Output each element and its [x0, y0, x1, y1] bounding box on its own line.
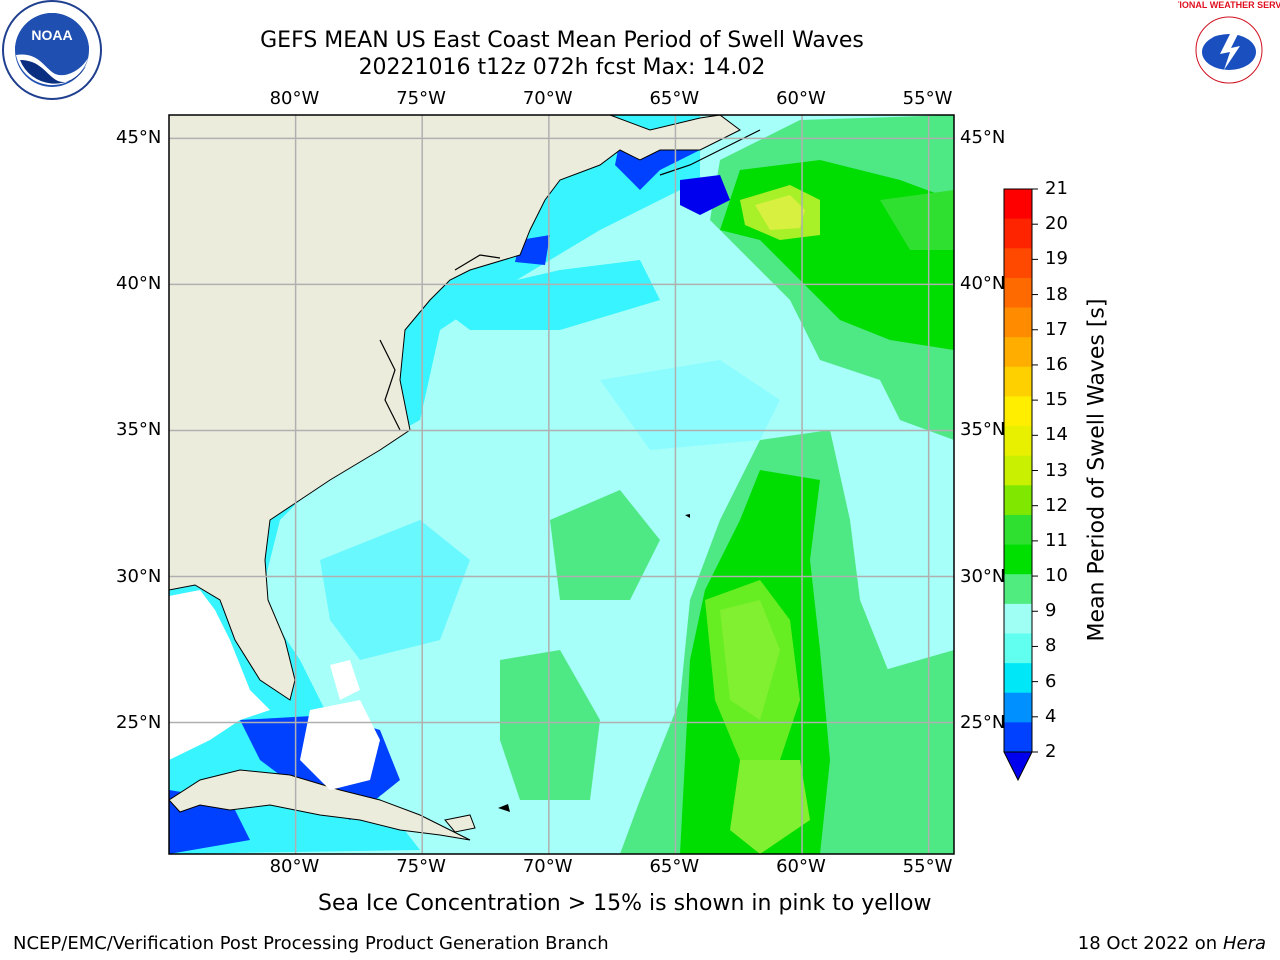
- colorbar-segment: [1004, 248, 1032, 279]
- longitude-label: 60°W: [776, 88, 826, 109]
- colorbar-tick-label: 13: [1045, 459, 1068, 481]
- latitude-label-left: 45°N: [116, 127, 162, 149]
- longitude-label: 60°W: [776, 856, 826, 877]
- graticule: [169, 115, 954, 854]
- credit-date-text: 18 Oct 2022 on: [1077, 933, 1218, 954]
- longitude-label: 75°W: [396, 856, 446, 877]
- latitude-label-right: 40°N: [960, 273, 1006, 295]
- colorbar-segment: [1004, 663, 1032, 694]
- colorbar-segment: [1004, 189, 1032, 220]
- longitude-label: 70°W: [522, 856, 573, 877]
- colorbar-segment: [1004, 337, 1032, 368]
- longitude-label: 75°W: [396, 88, 446, 109]
- noaa-logo: NOAA: [2, 0, 102, 100]
- colorbar-tick-label: 20: [1045, 213, 1068, 235]
- longitude-label: 55°W: [902, 88, 953, 109]
- colorbar-segment: [1004, 633, 1032, 664]
- latitude-label-left: 40°N: [116, 273, 162, 295]
- colorbar: [1003, 188, 1038, 782]
- colorbar-tick-label: 2: [1045, 741, 1057, 762]
- credit-date: 18 Oct 2022 on Hera: [1078, 933, 1266, 954]
- colorbar-segment: [1004, 366, 1032, 397]
- colorbar-segment: [1004, 455, 1032, 486]
- colorbar-tick-label: 11: [1045, 529, 1068, 551]
- colorbar-segment: [1004, 485, 1032, 516]
- colorbar-tick-label: 17: [1045, 318, 1068, 340]
- longitude-label: 65°W: [649, 88, 700, 109]
- colorbar-segment: [1004, 277, 1032, 309]
- latitude-label-right: 35°N: [960, 419, 1006, 441]
- longitude-label: 80°W: [269, 856, 320, 877]
- latitude-label-left: 30°N: [116, 565, 162, 587]
- colorbar-tick-label: 16: [1045, 353, 1068, 375]
- colorbar-tick-label: 21: [1045, 178, 1068, 199]
- nws-logo: NATIONAL WEATHER SERVICE: [1178, 0, 1280, 98]
- colorbar-tick-label: 14: [1045, 424, 1068, 446]
- colorbar-segment: [1004, 544, 1032, 575]
- colorbar-title: Mean Period of Swell Waves [s]: [1084, 298, 1110, 642]
- colorbar-segment: [1004, 396, 1032, 427]
- colorbar-tick-label: 12: [1045, 494, 1068, 516]
- map-subtitle: 20221016 t12z 072h fcst Max: 14.02: [358, 55, 766, 80]
- colorbar-extend-arrow: [1003, 751, 1033, 782]
- longitude-label: 70°W: [522, 88, 573, 109]
- cuba-land: [169, 769, 471, 841]
- colorbar-segment: [1004, 426, 1032, 457]
- colorbar-tick-label: 6: [1045, 670, 1057, 692]
- nws-logo-text: NATIONAL WEATHER SERVICE: [1178, 0, 1280, 10]
- colorbar-tick-label: 10: [1045, 565, 1068, 587]
- longitude-label: 80°W: [269, 88, 320, 109]
- colorbar-tick-label: 4: [1045, 705, 1057, 727]
- north-america-land: [169, 115, 741, 701]
- colorbar-tick-label: 18: [1045, 283, 1068, 305]
- latitude-label-left: 35°N: [116, 419, 162, 441]
- map-field: [169, 115, 954, 854]
- colorbar-tick-label: 8: [1045, 635, 1057, 657]
- latitude-label-left: 25°N: [116, 711, 162, 733]
- colorbar-segment: [1004, 574, 1032, 605]
- colorbar-segment: [1004, 603, 1032, 634]
- colorbar-segment: [1004, 307, 1032, 338]
- colorbar-tick-label: 19: [1045, 248, 1068, 270]
- colorbar-tick-label: 15: [1045, 389, 1068, 411]
- sea-ice-note: Sea Ice Concentration > 15% is shown in …: [318, 891, 932, 916]
- map-title: GEFS MEAN US East Coast Mean Period of S…: [260, 28, 864, 53]
- colorbar-segment: [1004, 514, 1032, 546]
- colorbar-segment: [1004, 722, 1032, 753]
- map-frame: [168, 114, 955, 855]
- noaa-logo-text: NOAA: [31, 27, 72, 43]
- latitude-label-right: 45°N: [960, 127, 1006, 149]
- latitude-label-right: 30°N: [960, 565, 1006, 587]
- colorbar-segment: [1004, 218, 1032, 249]
- latitude-label-right: 25°N: [960, 711, 1006, 733]
- longitude-label: 65°W: [649, 856, 700, 877]
- colorbar-tick-label: 9: [1045, 600, 1057, 622]
- longitude-label: 55°W: [902, 856, 953, 877]
- credit-branch: NCEP/EMC/Verification Post Processing Pr…: [13, 933, 609, 954]
- colorbar-segment: [1004, 692, 1032, 723]
- credit-machine: Hera: [1222, 933, 1266, 954]
